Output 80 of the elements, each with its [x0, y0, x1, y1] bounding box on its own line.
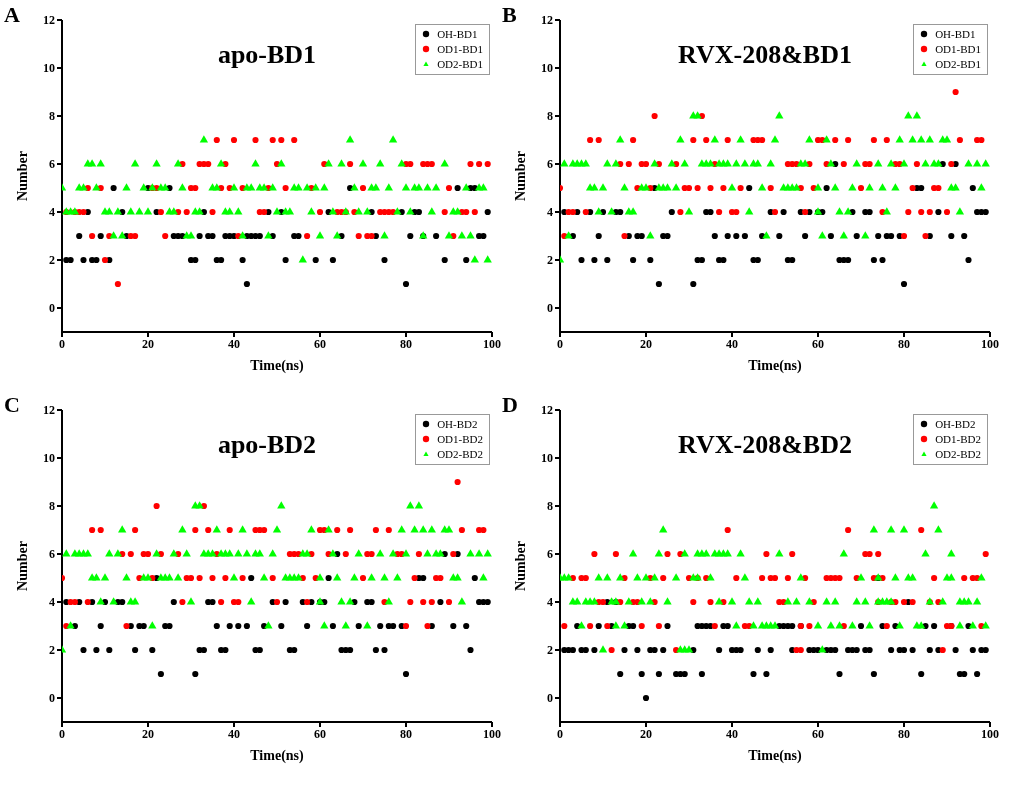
y-tick-label: 6 — [49, 157, 55, 172]
y-tick-label: 10 — [43, 451, 55, 466]
y-tick-label: 12 — [43, 403, 55, 418]
y-tick-label: 12 — [541, 403, 553, 418]
text: apo-BD2 — [217, 430, 317, 459]
y-tick-label: 4 — [49, 595, 55, 610]
y-tick-label: 2 — [49, 643, 55, 658]
y-tick-label: 2 — [547, 643, 553, 658]
x-tick-label: 0 — [557, 726, 563, 741]
x-tick-label: 60 — [314, 336, 326, 351]
x-tick-label: 80 — [400, 726, 412, 741]
legend-label: OD2-BD1 — [935, 57, 981, 72]
x-tick-label: 40 — [228, 726, 240, 741]
legend-label: OH-BD1 — [437, 27, 478, 42]
x-tick-label: 20 — [142, 336, 154, 351]
text: B — [502, 2, 517, 28]
x-tick-label: 60 — [812, 726, 824, 741]
x-axis-title: Time(ns) — [250, 748, 305, 764]
y-axis-title: Number — [14, 151, 30, 201]
y-tick-label: 10 — [541, 451, 553, 466]
y-tick-label: 4 — [49, 205, 55, 220]
x-tick-label: 80 — [898, 726, 910, 741]
x-tick-label: 80 — [898, 336, 910, 351]
y-tick-label: 12 — [43, 13, 55, 28]
legend-label: OH-BD1 — [935, 27, 976, 42]
y-tick-label: 2 — [547, 253, 553, 268]
y-tick-label: 6 — [547, 547, 553, 562]
y-tick-label: 0 — [49, 691, 55, 706]
legend-label: OD1-BD1 — [437, 42, 483, 57]
x-tick-label: 40 — [228, 336, 240, 351]
y-axis-title: Number — [512, 541, 528, 591]
y-axis-title: Number — [14, 541, 30, 591]
x-tick-label: 20 — [640, 336, 652, 351]
x-tick-label: 100 — [483, 336, 501, 351]
x-tick-label: 40 — [726, 726, 738, 741]
y-tick-label: 12 — [541, 13, 553, 28]
legend-label: OD2-BD1 — [437, 57, 483, 72]
y-tick-label: 8 — [547, 499, 553, 514]
x-axis-title: Time(ns) — [748, 748, 803, 764]
y-tick-label: 2 — [49, 253, 55, 268]
x-axis-title: Time(ns) — [250, 358, 305, 374]
legend-label: OD1-BD1 — [935, 42, 981, 57]
x-tick-label: 0 — [557, 336, 563, 351]
y-tick-label: 8 — [49, 499, 55, 514]
y-tick-label: 4 — [547, 595, 553, 610]
legend-label: OH-BD2 — [437, 417, 478, 432]
y-tick-label: 6 — [49, 547, 55, 562]
x-tick-label: 60 — [812, 336, 824, 351]
x-tick-label: 80 — [400, 336, 412, 351]
x-tick-label: 20 — [142, 726, 154, 741]
y-tick-label: 8 — [49, 109, 55, 124]
text: D — [502, 392, 518, 418]
x-tick-label: 100 — [981, 336, 999, 351]
y-tick-label: 0 — [49, 301, 55, 316]
y-tick-label: 4 — [547, 205, 553, 220]
x-tick-label: 20 — [640, 726, 652, 741]
text: C — [4, 392, 20, 418]
x-tick-label: 60 — [314, 726, 326, 741]
y-tick-label: 6 — [547, 157, 553, 172]
legend-label: OD2-BD2 — [935, 447, 981, 462]
text: RVX-208&BD1 — [678, 40, 852, 69]
legend-label: OD1-BD2 — [437, 432, 483, 447]
legend-label: OD1-BD2 — [935, 432, 981, 447]
x-axis-title: Time(ns) — [748, 358, 803, 374]
y-tick-label: 0 — [547, 691, 553, 706]
text: apo-BD1 — [217, 40, 317, 69]
y-tick-label: 10 — [43, 61, 55, 76]
text: RVX-208&BD2 — [678, 430, 852, 459]
x-tick-label: 0 — [59, 726, 65, 741]
legend-label: OH-BD2 — [935, 417, 976, 432]
x-tick-label: 0 — [59, 336, 65, 351]
legend-label: OD2-BD2 — [437, 447, 483, 462]
y-tick-label: 8 — [547, 109, 553, 124]
y-tick-label: 10 — [541, 61, 553, 76]
x-tick-label: 100 — [981, 726, 999, 741]
x-tick-label: 100 — [483, 726, 501, 741]
y-tick-label: 0 — [547, 301, 553, 316]
x-tick-label: 40 — [726, 336, 738, 351]
text: A — [4, 2, 20, 28]
y-axis-title: Number — [512, 151, 528, 201]
